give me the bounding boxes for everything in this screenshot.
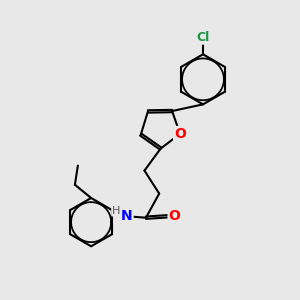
Text: Cl: Cl <box>196 31 210 44</box>
Text: O: O <box>169 209 180 223</box>
Text: H: H <box>112 206 120 216</box>
Text: O: O <box>174 127 186 141</box>
Text: N: N <box>121 209 133 223</box>
